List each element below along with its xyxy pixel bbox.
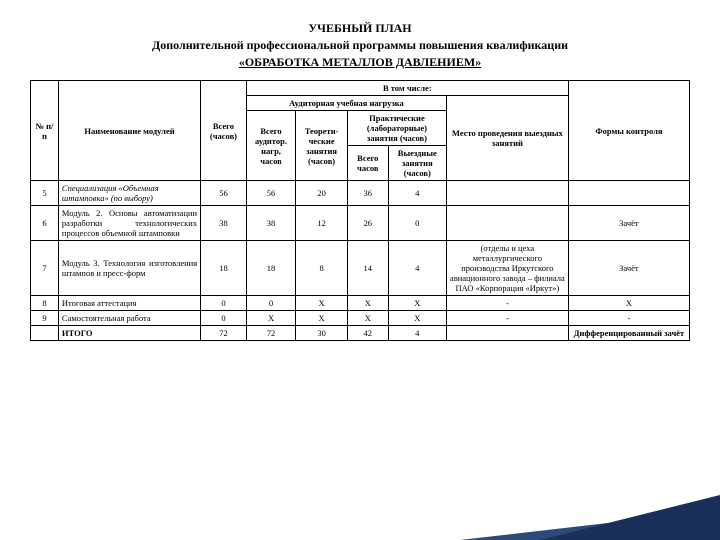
table-row: 5Специализация «Объемная штамповка» (по … xyxy=(31,181,690,206)
total-row: ИТОГО727230424Дифференцированный зачёт xyxy=(31,326,690,341)
table-row: 6Модуль 2. Основы автоматизации разработ… xyxy=(31,206,690,241)
table-row: 7Модуль 3. Технология изготовления штамп… xyxy=(31,241,690,296)
title-line-2: Дополнительной профессиональной программ… xyxy=(30,37,690,54)
curriculum-table: № п/пНаименование модулейВсего (часов)В … xyxy=(30,80,690,341)
decorative-corner-front xyxy=(540,495,720,540)
title-line-3: «ОБРАБОТКА МЕТАЛЛОВ ДАВЛЕНИЕМ» xyxy=(30,54,690,71)
title-line-1: УЧЕБНЫЙ ПЛАН xyxy=(30,20,690,37)
table-row: 8Итоговая аттестация00XXX-X xyxy=(31,296,690,311)
table-row: 9Самостоятельная работа0XXXX-- xyxy=(31,311,690,326)
title-block: УЧЕБНЫЙ ПЛАН Дополнительной профессионал… xyxy=(30,20,690,70)
